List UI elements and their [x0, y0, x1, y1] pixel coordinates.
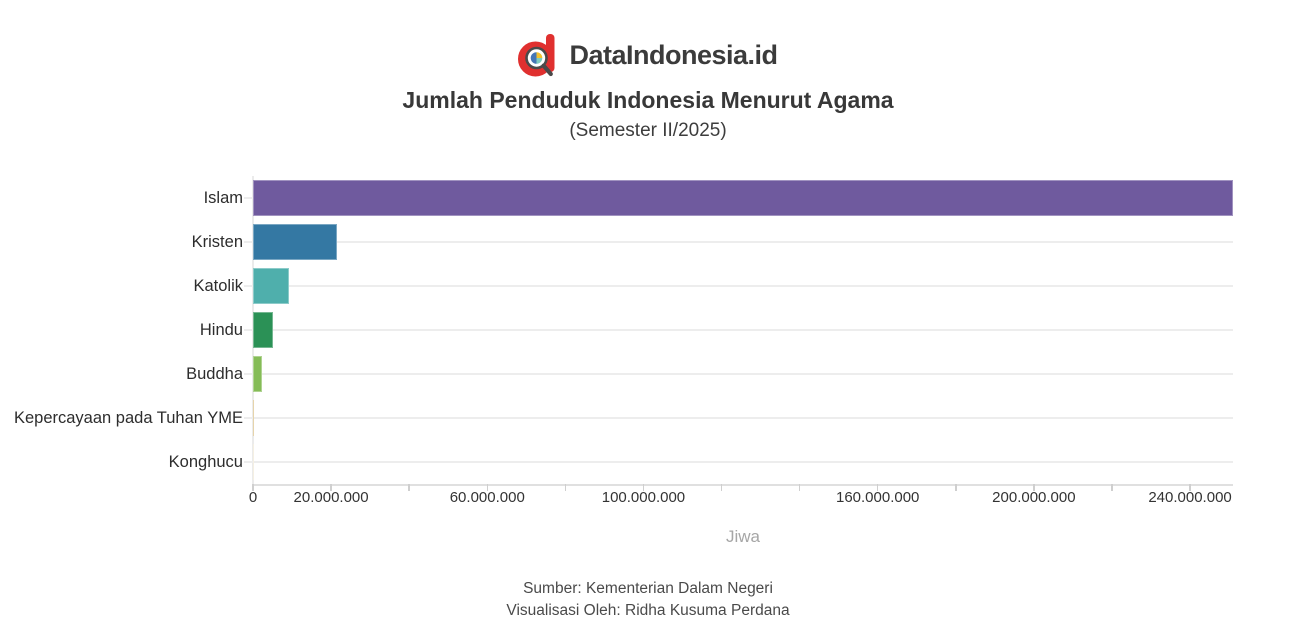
bar-buddha: [253, 356, 262, 392]
x-tick-label: 240.000.000: [1148, 489, 1232, 506]
x-tick-mark: [1189, 484, 1191, 491]
bar-hindu: [253, 312, 273, 348]
bar-row-katolik: [244, 264, 1233, 308]
bar-row-kristen: [244, 220, 1233, 264]
category-label-buddha: Buddha: [186, 364, 243, 383]
x-tick-mark: [252, 484, 254, 491]
gridline: [244, 285, 1233, 287]
category-label-katolik: Katolik: [193, 276, 243, 295]
credit-note: Visualisasi Oleh: Ridha Kusuma Perdana: [506, 602, 790, 619]
bar-kepercayaan-pada-tuhan-yme: [253, 400, 254, 436]
category-label-hindu: Hindu: [199, 320, 243, 339]
chart-subtitle: (Semester II/2025): [569, 120, 727, 141]
x-tick-mark: [720, 484, 723, 491]
bar-row-buddha: [244, 352, 1233, 396]
x-tick-label: 60.000.000: [449, 489, 525, 506]
chart-title: Jumlah Penduduk Indonesia Menurut Agama: [402, 87, 894, 113]
bar-kristen: [253, 224, 337, 260]
bar-islam: [253, 180, 1233, 216]
x-axis-title: Jiwa: [725, 527, 760, 546]
brand-logo-icon: [518, 34, 555, 77]
brand-wordmark: DataIndonesia.id: [569, 39, 778, 70]
gridline: [244, 329, 1233, 331]
x-tick-mark: [876, 484, 879, 491]
x-tick-label: 100.000.000: [601, 489, 686, 506]
gridline: [244, 241, 1233, 243]
x-tick-mark: [1033, 484, 1035, 491]
bar-konghucu: [253, 444, 254, 480]
bar-katolik: [253, 268, 289, 304]
x-tick-mark: [798, 484, 801, 491]
gridline: [244, 417, 1233, 419]
x-tick-label: 0: [248, 489, 258, 506]
x-axis-line: [253, 484, 1233, 486]
category-label-kristen: Kristen: [191, 232, 243, 251]
x-tick-mark: [1111, 484, 1113, 491]
x-tick-label: 20.000.000: [293, 489, 369, 506]
bar-row-hindu: [244, 308, 1233, 352]
source-note: Sumber: Kementerian Dalam Negeri: [523, 580, 773, 597]
x-tick-mark: [408, 484, 410, 491]
bar-row-kepercayaan-pada-tuhan-yme: [244, 396, 1233, 440]
x-tick-mark: [955, 484, 957, 491]
x-tick-label: 200.000.000: [992, 489, 1076, 506]
y-axis-labels: Islam Kristen Katolik Hindu Buddha Kepercayaa…: [0, 176, 243, 484]
category-label-konghucu: Konghucu: [168, 452, 243, 471]
x-tick-mark: [642, 484, 645, 491]
bar-row-konghucu: [244, 440, 1233, 484]
x-tick-mark: [330, 484, 332, 491]
bar-row-islam: [244, 176, 1233, 220]
gridline: [244, 373, 1233, 375]
x-tick-mark: [564, 484, 567, 491]
plot-area: [244, 176, 1233, 484]
category-label-islam: Islam: [203, 188, 243, 207]
category-label-kepercayaan-pada-tuhan-yme: Kepercayaan pada Tuhan YME: [13, 408, 243, 427]
brand: DataIndonesia.id: [0, 33, 1296, 77]
x-tick-mark: [486, 484, 488, 491]
gridline: [244, 461, 1233, 463]
x-tick-label: 160.000.000: [835, 489, 920, 506]
